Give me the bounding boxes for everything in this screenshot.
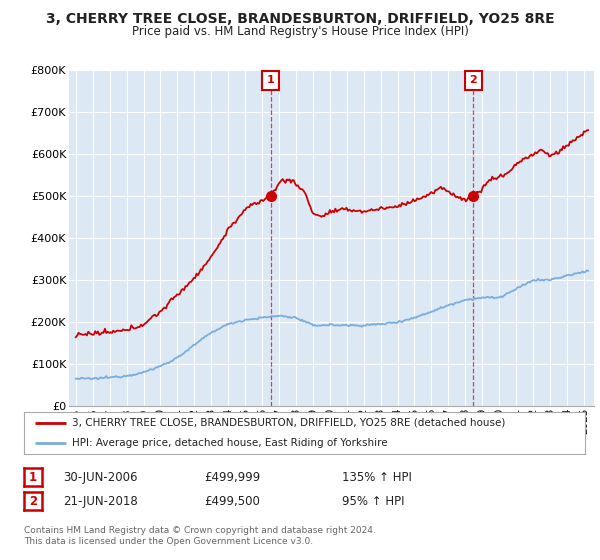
Text: 3, CHERRY TREE CLOSE, BRANDESBURTON, DRIFFIELD, YO25 8RE (detached house): 3, CHERRY TREE CLOSE, BRANDESBURTON, DRI… bbox=[71, 418, 505, 428]
Text: 30-JUN-2006: 30-JUN-2006 bbox=[63, 470, 137, 484]
Text: 21-JUN-2018: 21-JUN-2018 bbox=[63, 494, 138, 508]
Text: 1: 1 bbox=[266, 76, 274, 85]
Text: 1: 1 bbox=[29, 470, 37, 484]
Text: Contains HM Land Registry data © Crown copyright and database right 2024.
This d: Contains HM Land Registry data © Crown c… bbox=[24, 526, 376, 546]
Text: 135% ↑ HPI: 135% ↑ HPI bbox=[342, 470, 412, 484]
Text: £499,500: £499,500 bbox=[204, 494, 260, 508]
Text: 95% ↑ HPI: 95% ↑ HPI bbox=[342, 494, 404, 508]
Text: £499,999: £499,999 bbox=[204, 470, 260, 484]
Text: 2: 2 bbox=[29, 494, 37, 508]
Text: HPI: Average price, detached house, East Riding of Yorkshire: HPI: Average price, detached house, East… bbox=[71, 438, 388, 448]
Text: 2: 2 bbox=[469, 76, 477, 85]
Text: 3, CHERRY TREE CLOSE, BRANDESBURTON, DRIFFIELD, YO25 8RE: 3, CHERRY TREE CLOSE, BRANDESBURTON, DRI… bbox=[46, 12, 554, 26]
Text: Price paid vs. HM Land Registry's House Price Index (HPI): Price paid vs. HM Land Registry's House … bbox=[131, 25, 469, 38]
